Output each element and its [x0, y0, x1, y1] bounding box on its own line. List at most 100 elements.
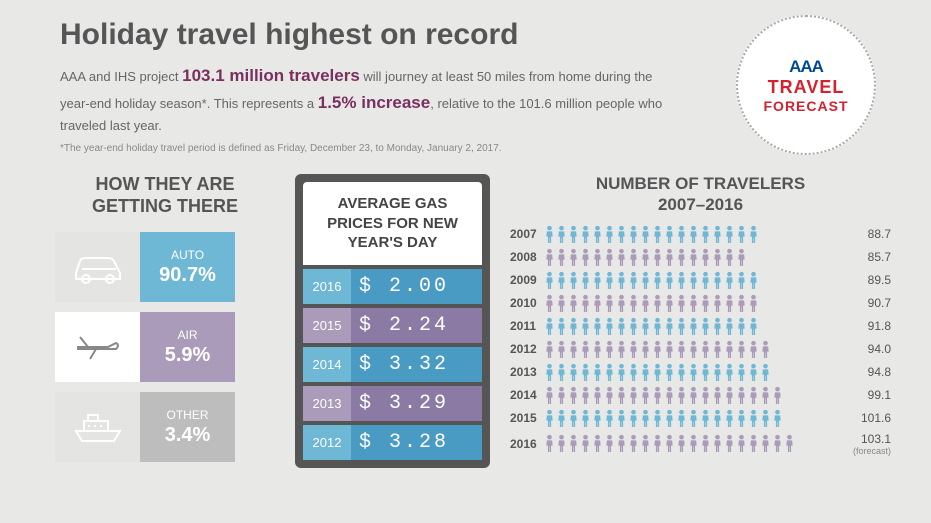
gas-year: 2013	[303, 386, 351, 421]
person-icon	[616, 409, 627, 428]
person-icon	[592, 248, 603, 267]
person-icon	[580, 294, 591, 313]
person-icon	[724, 386, 735, 405]
traveler-icons	[544, 386, 843, 405]
traveler-row: 2009	[510, 271, 891, 290]
person-icon	[664, 363, 675, 382]
person-icon	[580, 434, 591, 453]
person-icon	[544, 225, 555, 244]
person-icon	[604, 294, 615, 313]
person-icon	[748, 386, 759, 405]
person-icon	[580, 225, 591, 244]
person-icon	[628, 271, 639, 290]
mode-name: AIR	[177, 328, 197, 342]
person-icon	[556, 363, 567, 382]
person-icon	[748, 225, 759, 244]
person-icon	[652, 386, 663, 405]
person-icon	[664, 294, 675, 313]
person-icon	[568, 317, 579, 336]
person-icon	[592, 340, 603, 359]
gas-year: 2012	[303, 425, 351, 460]
person-icon	[616, 434, 627, 453]
person-icon	[676, 434, 687, 453]
traveler-icons	[544, 409, 843, 428]
gas-price: $ 3.29	[351, 386, 482, 421]
person-icon	[556, 271, 567, 290]
person-icon	[712, 294, 723, 313]
person-icon	[712, 317, 723, 336]
person-icon	[544, 340, 555, 359]
person-icon	[724, 363, 735, 382]
person-icon	[604, 340, 615, 359]
person-icon	[748, 340, 759, 359]
content-row: HOW THEY ARE GETTING THERE AUTO 90.7% AI…	[0, 154, 931, 472]
person-icon	[592, 363, 603, 382]
person-icon	[700, 409, 711, 428]
person-icon	[604, 271, 615, 290]
person-icon	[580, 363, 591, 382]
person-icon	[652, 294, 663, 313]
traveler-year: 2007	[510, 227, 544, 241]
person-icon	[724, 271, 735, 290]
mode-label: AUTO 90.7%	[140, 232, 235, 302]
person-icon	[592, 409, 603, 428]
person-icon	[544, 317, 555, 336]
person-icon	[724, 409, 735, 428]
person-icon	[664, 271, 675, 290]
person-icon	[628, 225, 639, 244]
person-icon	[676, 363, 687, 382]
mode-name: AUTO	[171, 248, 204, 262]
person-icon	[544, 409, 555, 428]
person-icon	[688, 340, 699, 359]
person-icon	[712, 386, 723, 405]
traveler-value: 99.1	[843, 388, 891, 402]
person-icon	[640, 271, 651, 290]
gas-price-row: 2015 $ 2.24	[303, 308, 482, 343]
person-icon	[724, 340, 735, 359]
person-icon	[700, 340, 711, 359]
gas-price: $ 2.00	[351, 269, 482, 304]
plane-icon	[55, 312, 140, 382]
traveler-year: 2014	[510, 388, 544, 402]
person-icon	[556, 409, 567, 428]
traveler-row: 2010	[510, 294, 891, 313]
gas-price-row: 2014 $ 3.32	[303, 347, 482, 382]
person-icon	[700, 294, 711, 313]
person-icon	[592, 317, 603, 336]
person-icon	[688, 434, 699, 453]
person-icon	[628, 386, 639, 405]
traveler-row: 2012	[510, 340, 891, 359]
travelers-rows: 2007	[510, 225, 891, 456]
gas-prices-panel: AVERAGE GAS PRICES FOR NEW YEAR'S DAY 20…	[295, 174, 490, 468]
person-icon	[676, 294, 687, 313]
person-icon	[616, 225, 627, 244]
person-icon	[760, 386, 771, 405]
person-icon	[604, 409, 615, 428]
person-icon	[712, 434, 723, 453]
traveler-icons	[544, 225, 843, 244]
traveler-icons	[544, 434, 843, 453]
person-icon	[556, 225, 567, 244]
person-icon	[700, 248, 711, 267]
traveler-row: 2013	[510, 363, 891, 382]
person-icon	[688, 271, 699, 290]
mode-row: AIR 5.9%	[55, 312, 275, 382]
person-icon	[616, 271, 627, 290]
person-icon	[748, 271, 759, 290]
person-icon	[604, 225, 615, 244]
person-icon	[556, 317, 567, 336]
travelers-title-2: 2007–2016	[510, 195, 891, 215]
intro-highlight1: 103.1 million travelers	[182, 66, 360, 85]
person-icon	[688, 225, 699, 244]
person-icon	[700, 363, 711, 382]
person-icon	[568, 363, 579, 382]
gas-year: 2015	[303, 308, 351, 343]
person-icon	[628, 294, 639, 313]
person-icon	[712, 340, 723, 359]
travelers-panel: NUMBER OF TRAVELERS 2007–2016 2007	[510, 174, 891, 460]
person-icon	[544, 386, 555, 405]
traveler-year: 2008	[510, 250, 544, 264]
person-icon	[712, 225, 723, 244]
person-icon	[556, 248, 567, 267]
person-icon	[652, 225, 663, 244]
